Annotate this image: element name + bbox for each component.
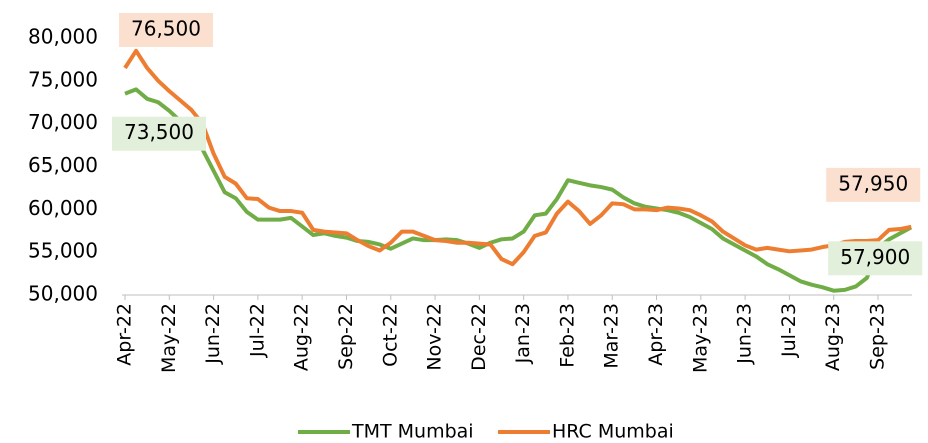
x-tick-label: Jun-22 (202, 303, 224, 365)
x-tick-label: Feb-23 (556, 303, 578, 368)
legend-label: TMT Mumbai (351, 421, 474, 443)
data-label-box (828, 241, 923, 276)
x-tick-label: May-22 (158, 303, 180, 373)
legend-label: HRC Mumbai (552, 421, 674, 443)
x-tick-label: Jun-23 (734, 303, 756, 365)
data-label-box (119, 12, 213, 47)
data-label-box (112, 116, 206, 151)
y-tick-label: 55,000 (28, 239, 98, 263)
x-tick-label: Sep-23 (867, 303, 889, 370)
y-tick-label: 50,000 (28, 282, 98, 306)
x-tick-label: Mar-23 (601, 303, 623, 369)
y-tick-label: 60,000 (28, 196, 98, 220)
data-label-box (826, 167, 921, 202)
data-label: 73,500 (124, 120, 194, 144)
x-tick-label: May-23 (689, 303, 711, 373)
x-tick-label: Dec-22 (468, 303, 490, 371)
x-tick-label: Aug-22 (291, 303, 313, 371)
x-tick-label: Apr-23 (645, 303, 667, 366)
series-line (124, 87, 913, 293)
data-label: 76,500 (131, 16, 201, 40)
x-tick-label: Jul-22 (246, 303, 268, 358)
x-tick-label: Apr-22 (114, 303, 136, 366)
y-tick-label: 80,000 (28, 25, 98, 49)
x-tick-label: Oct-22 (379, 303, 401, 367)
x-tick-label: Aug-23 (822, 303, 844, 371)
x-tick-label: Sep-22 (335, 303, 357, 370)
x-tick-label: Jan-23 (512, 303, 534, 364)
y-tick-label: 75,000 (28, 67, 98, 91)
x-tick-label: Jul-23 (778, 303, 800, 358)
x-tick-label: Nov-22 (424, 303, 446, 371)
series-line (123, 48, 912, 267)
data-label: 57,900 (840, 245, 910, 269)
y-tick-label: 65,000 (28, 153, 98, 177)
data-label: 57,950 (838, 171, 908, 195)
y-tick-label: 70,000 (28, 110, 98, 134)
